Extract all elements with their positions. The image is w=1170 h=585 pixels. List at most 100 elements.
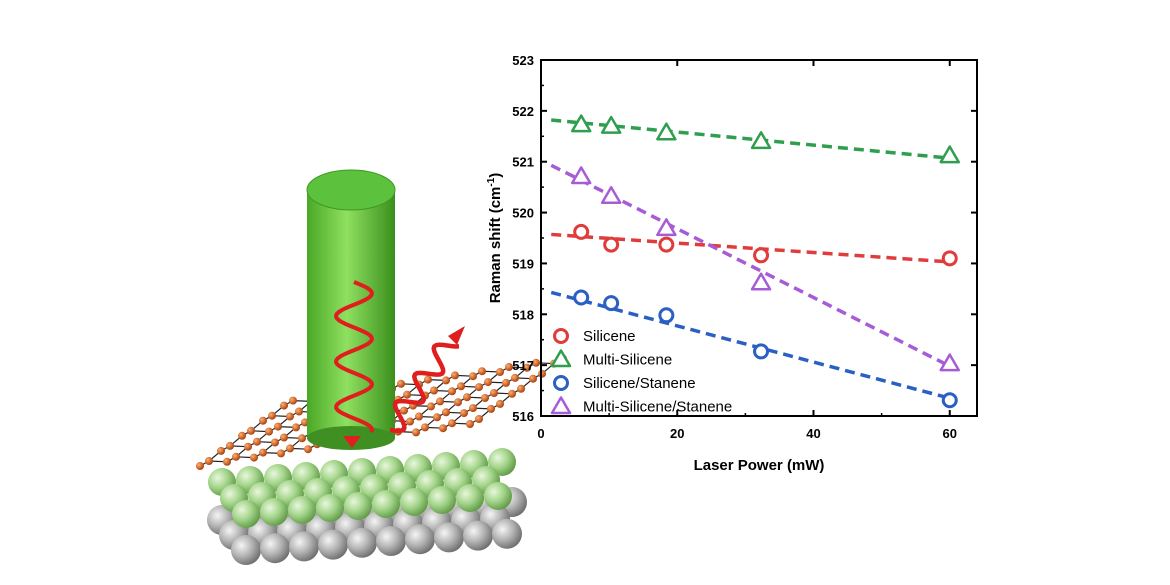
- data-point: [573, 289, 590, 306]
- lattice-atom: [442, 376, 450, 385]
- lattice-atom: [436, 397, 444, 406]
- lattice-atom: [502, 378, 510, 387]
- x-tick-label: 20: [670, 426, 684, 441]
- data-point: [658, 307, 675, 324]
- fit-line: [551, 232, 950, 264]
- lattice-atom: [517, 384, 525, 393]
- lattice-atom: [415, 412, 423, 421]
- lattice-atom: [424, 375, 432, 384]
- lattice-atom: [454, 398, 462, 407]
- lattice-atom: [469, 372, 477, 381]
- lattice-atom: [205, 457, 213, 465]
- y-tick-label: 523: [512, 53, 534, 68]
- lattice-atom: [427, 402, 435, 411]
- lattice-atom: [268, 411, 276, 420]
- lattice-atom: [448, 419, 456, 428]
- lattice-atom: [406, 417, 414, 426]
- substrate-atom: [376, 526, 406, 556]
- lattice-atom: [280, 433, 288, 442]
- lattice-atom: [289, 396, 297, 405]
- data-point: [600, 115, 622, 134]
- substrate-top-layer: [208, 448, 516, 528]
- substrate-atom: [434, 522, 464, 553]
- lattice-atom: [487, 404, 495, 413]
- data-point: [603, 295, 620, 312]
- substrate-atom: [463, 520, 493, 551]
- lattice-atom: [484, 378, 492, 387]
- y-tick-label: 522: [512, 104, 534, 119]
- data-point: [658, 236, 675, 253]
- data-point: [656, 218, 677, 237]
- data-point: [939, 145, 960, 164]
- data-point: [941, 392, 958, 409]
- legend-label: Silicene: [583, 328, 636, 345]
- lattice-atom: [457, 382, 465, 391]
- lattice-atom: [460, 409, 468, 418]
- lattice-atom: [226, 441, 234, 450]
- lattice-atom: [271, 438, 279, 447]
- lattice-atom: [295, 407, 303, 416]
- lattice-atom: [430, 386, 438, 395]
- lattice-atom: [478, 367, 486, 376]
- lattice-atom: [280, 401, 288, 410]
- incident-wave: [333, 280, 375, 433]
- y-axis-title: Raman shift (cm-1): [486, 173, 504, 304]
- substrate-atom: [232, 500, 260, 528]
- legend-marker: [553, 328, 569, 344]
- y-tick-label: 518: [512, 307, 534, 322]
- lattice-atom: [451, 371, 459, 380]
- data-point: [570, 114, 592, 133]
- lattice-atom: [274, 422, 282, 431]
- legend-marker: [550, 396, 572, 415]
- lattice-atom: [421, 423, 429, 432]
- substrate-atom: [372, 490, 400, 518]
- scattered-wave: [389, 342, 460, 434]
- lattice-atom: [475, 415, 483, 423]
- data-point: [573, 223, 590, 240]
- lattice-atom: [238, 431, 246, 440]
- legend-marker: [553, 375, 569, 391]
- substrate-atom: [428, 486, 456, 514]
- y-tick-label: 517: [512, 358, 534, 373]
- lattice-atom: [505, 363, 513, 371]
- lattice-atom: [265, 427, 273, 436]
- y-axis-ticks: 516 517 518 519 520 521 522 523: [512, 53, 977, 424]
- lattice-atom: [298, 434, 306, 443]
- y-tick-label: 519: [512, 256, 534, 271]
- substrate-atom: [318, 529, 348, 560]
- legend-label: Multi-Silicene: [583, 352, 672, 369]
- lattice-atom: [412, 428, 420, 437]
- fit-line: [550, 290, 951, 400]
- substrate-atom: [400, 488, 428, 516]
- x-tick-label: 60: [943, 426, 957, 441]
- lattice-atom: [442, 408, 450, 417]
- legend-label: Multi-Silicene/Stanene: [583, 399, 732, 416]
- data-point: [750, 131, 772, 150]
- lattice-atom: [223, 457, 231, 466]
- x-tick-label: 0: [537, 426, 544, 441]
- lattice-atom: [496, 399, 504, 408]
- lattice-atom: [529, 374, 537, 383]
- lattice-atom: [286, 444, 294, 453]
- substrate-atom: [492, 518, 522, 549]
- data-point: [939, 353, 960, 372]
- lattice-atom: [448, 387, 456, 396]
- lattice-atom: [469, 404, 477, 413]
- substrate-atom: [288, 496, 316, 524]
- lattice-atom: [400, 406, 408, 415]
- lattice-atom: [196, 462, 204, 470]
- data-point: [600, 186, 622, 205]
- lattice-atom: [277, 449, 285, 458]
- lattice-atom: [247, 426, 255, 435]
- substrate-atom: [347, 527, 377, 558]
- substrate-atom: [316, 494, 344, 522]
- lattice-atom: [466, 420, 474, 428]
- fit-line: [550, 163, 951, 368]
- substrate-atom: [344, 492, 372, 520]
- substrate-atom: [405, 524, 435, 555]
- y-tick-label: 520: [512, 206, 534, 221]
- lattice-atom: [439, 424, 447, 433]
- data-point: [941, 250, 958, 267]
- data-points: [570, 114, 960, 409]
- lattice-atom: [259, 448, 267, 457]
